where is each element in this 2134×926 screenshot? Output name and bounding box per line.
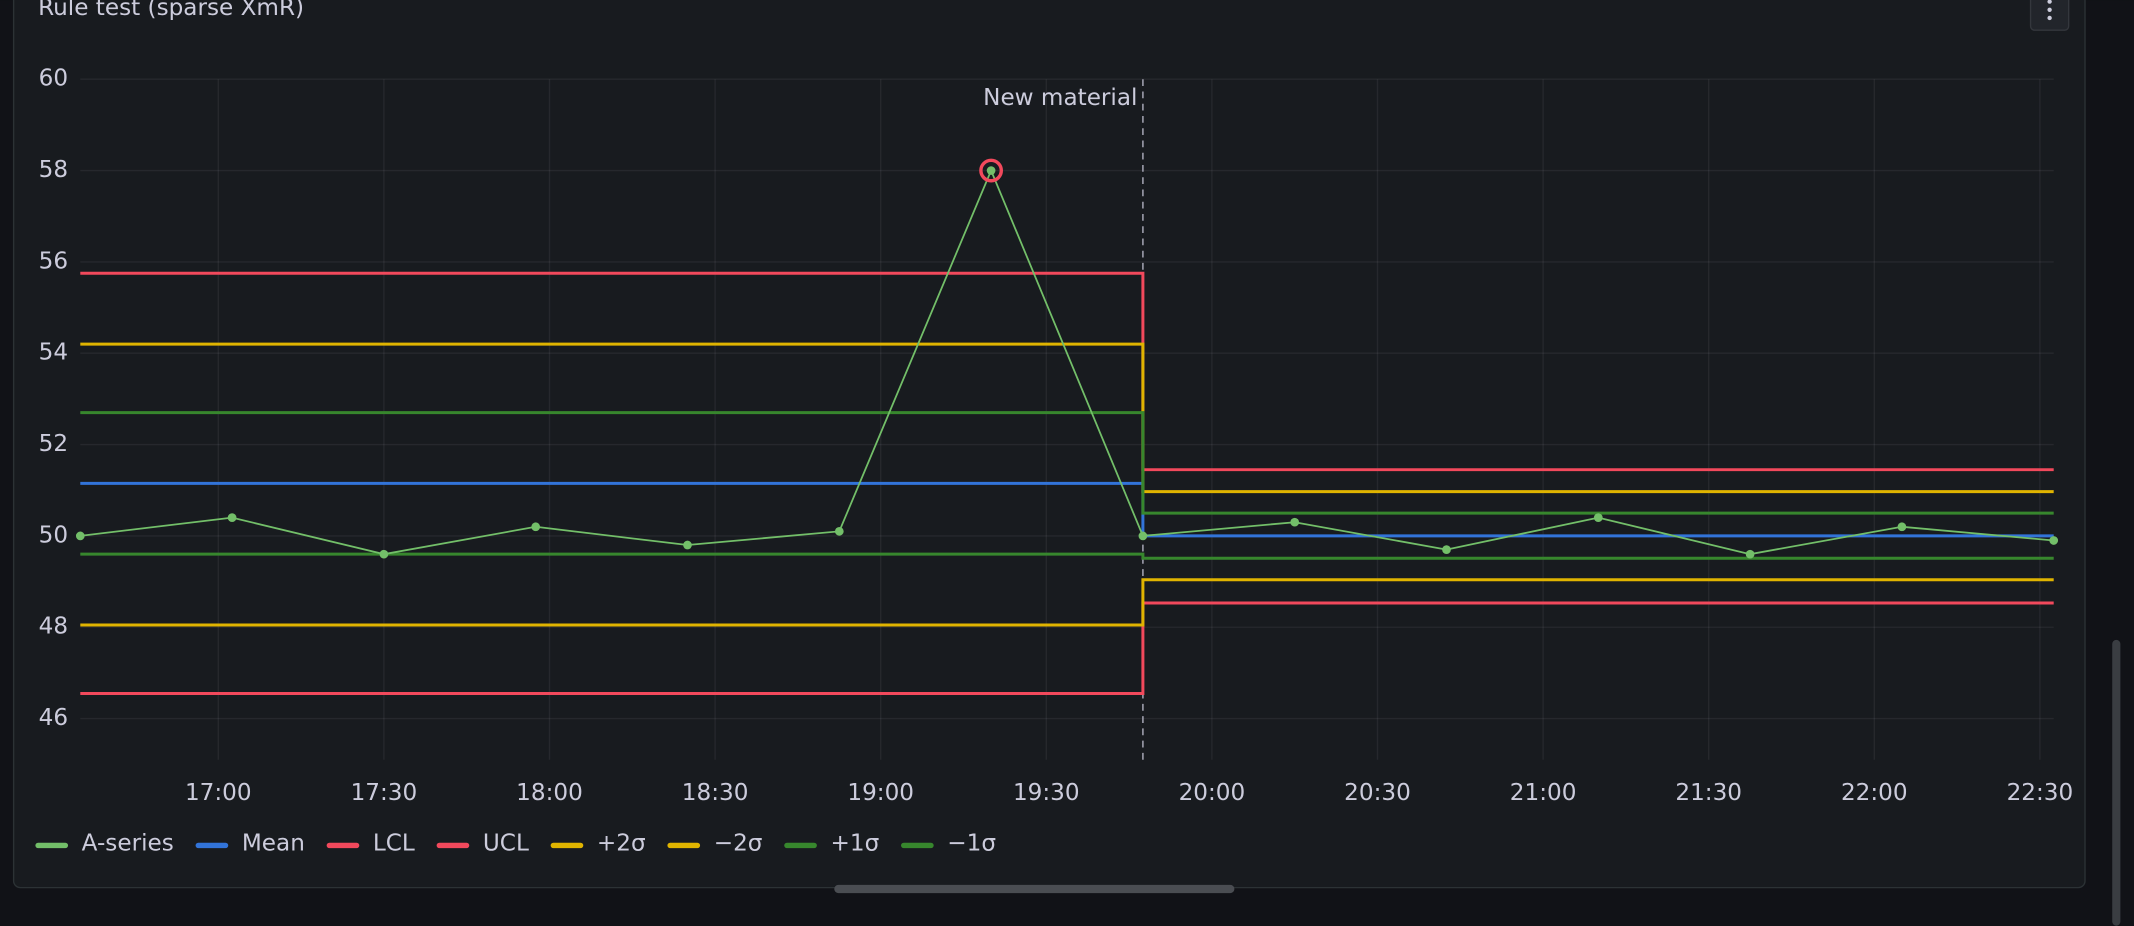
y-tick-label: 58: [39, 157, 68, 183]
data-point: [1290, 517, 1300, 527]
data-point: [1442, 545, 1451, 554]
x-tick-label: 22:30: [2007, 780, 2074, 806]
y-tick-label: 52: [39, 431, 68, 457]
data-point: [2049, 536, 2059, 545]
data-point: [683, 540, 692, 550]
x-tick-label: 18:30: [682, 780, 749, 806]
data-point: [1138, 531, 1148, 541]
series-line: [80, 342, 2054, 494]
data-point: [379, 549, 389, 559]
horizontal-scrollbar[interactable]: [834, 884, 1235, 894]
data-point: [227, 513, 237, 522]
series-line: [80, 271, 2054, 472]
x-tick-label: 17:00: [185, 780, 252, 806]
y-tick-label: 50: [39, 522, 68, 548]
data-point: [1593, 513, 1603, 522]
x-tick-label: 21:30: [1675, 780, 1742, 806]
x-tick-label: 20:30: [1344, 780, 1411, 806]
legend-label: LCL: [373, 831, 415, 857]
panel-title: Rule test (sparse XmR): [38, 0, 304, 21]
y-tick-label: 46: [39, 705, 68, 731]
menu-dot: [2047, 7, 2052, 12]
panel-menu[interactable]: [2029, 0, 2070, 31]
panel: [12, 0, 2086, 889]
data-point: [986, 166, 996, 175]
x-tick-label: 19:30: [1013, 780, 1080, 806]
data-point: [75, 531, 85, 541]
legend-label: +1σ: [830, 831, 879, 857]
legend-label: −1σ: [947, 831, 996, 857]
x-tick-label: 21:00: [1510, 780, 1577, 806]
data-point: [531, 522, 541, 532]
y-tick-label: 54: [39, 340, 68, 366]
series-line: [80, 552, 2054, 560]
legend-label: +2σ: [597, 831, 646, 857]
y-tick-label: 48: [39, 614, 68, 640]
plot: 46 48 50 52 54 56 58 60 17:00 17:30 18:00 18:30 19:0…: [35, 66, 2074, 857]
legend-label: Mean: [242, 831, 305, 857]
y-tick-label: 56: [39, 248, 68, 274]
data-point: [834, 526, 844, 536]
y-tick-label: 60: [39, 66, 68, 92]
vertical-scrollbar[interactable]: [2112, 639, 2121, 926]
flagged-point: [979, 158, 1004, 183]
legend-label: −2σ: [714, 831, 763, 857]
menu-dot: [2047, 0, 2052, 4]
x-tick-label: 19:00: [847, 780, 914, 806]
x-tick-label: 17:30: [351, 780, 418, 806]
legend-label: UCL: [483, 831, 529, 857]
x-tick-label: 18:00: [516, 780, 583, 806]
x-tick-label: 20:00: [1179, 780, 1246, 806]
legend-label: A-series: [82, 831, 174, 857]
series-line: [80, 168, 2054, 556]
series-line: [80, 578, 2054, 627]
x-tick-label: 22:00: [1841, 780, 1908, 806]
annotation-label: New material: [983, 85, 1137, 111]
series-line: [80, 601, 2054, 695]
menu-dot: [2047, 15, 2052, 21]
series-line: [80, 411, 2054, 515]
data-point: [1897, 522, 1907, 532]
data-point: [1745, 549, 1755, 559]
